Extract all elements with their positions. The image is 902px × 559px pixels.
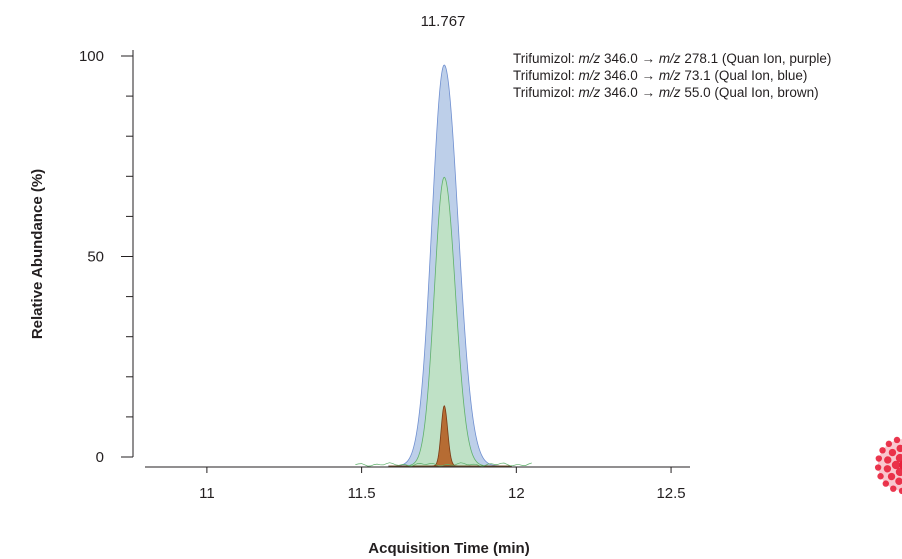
logo-drupelet xyxy=(888,448,897,457)
y-tick-label: 50 xyxy=(87,249,104,266)
y-ticks: 0 50 100 xyxy=(79,48,133,466)
logo-drupelet xyxy=(895,453,902,463)
logo-drupelet xyxy=(895,467,902,477)
logo-drupelet xyxy=(895,477,902,485)
axes xyxy=(132,50,690,468)
legend-entry: Trifumizol: m/z 346.0 → m/z 73.1 (Qual I… xyxy=(513,68,807,83)
logo-drupelet xyxy=(893,436,901,444)
logo-drupelet xyxy=(896,444,902,453)
baseline-noise xyxy=(355,462,532,467)
logo-drupelet xyxy=(874,464,882,471)
logo-drupelet xyxy=(877,473,884,480)
legend: Trifumizol: m/z 346.0 → m/z 278.1 (Quan … xyxy=(513,51,831,100)
plot-area xyxy=(355,64,532,467)
logo-drupelet xyxy=(890,485,897,492)
legend-entry: Trifumizol: m/z 346.0 → m/z 55.0 (Qual I… xyxy=(513,85,819,100)
y-tick-label: 100 xyxy=(79,48,104,65)
y-axis-title: Relative Abundance (%) xyxy=(29,169,46,339)
x-tick-label: 12.5 xyxy=(656,485,685,502)
logo-drupelet xyxy=(883,465,892,473)
peak-label: 11.767 xyxy=(421,13,466,30)
y-tick-label: 0 xyxy=(96,449,104,466)
x-axis-title: Acquisition Time (min) xyxy=(368,540,529,557)
logo-drupelet xyxy=(887,472,896,481)
legend-entry: Trifumizol: m/z 346.0 → m/z 278.1 (Quan … xyxy=(513,51,831,66)
x-ticks: 11 11.5 12 12.5 xyxy=(199,467,686,502)
x-tick-label: 11.5 xyxy=(348,485,376,502)
x-tick-label: 12 xyxy=(508,485,525,502)
logo-center xyxy=(899,460,902,470)
x-tick-label: 11 xyxy=(199,485,215,502)
peak-green xyxy=(388,176,512,467)
logo-drupelet xyxy=(891,460,901,470)
logo-drupelet xyxy=(898,487,902,495)
logo-drupelet xyxy=(879,447,886,454)
logo-drupelet xyxy=(882,480,890,487)
logo-drupelet xyxy=(884,456,892,464)
logo-drupelet xyxy=(885,440,893,448)
raspberry-logo-dots xyxy=(874,436,902,495)
raspberry-logo xyxy=(862,425,902,505)
logo-drupelet xyxy=(875,455,883,462)
